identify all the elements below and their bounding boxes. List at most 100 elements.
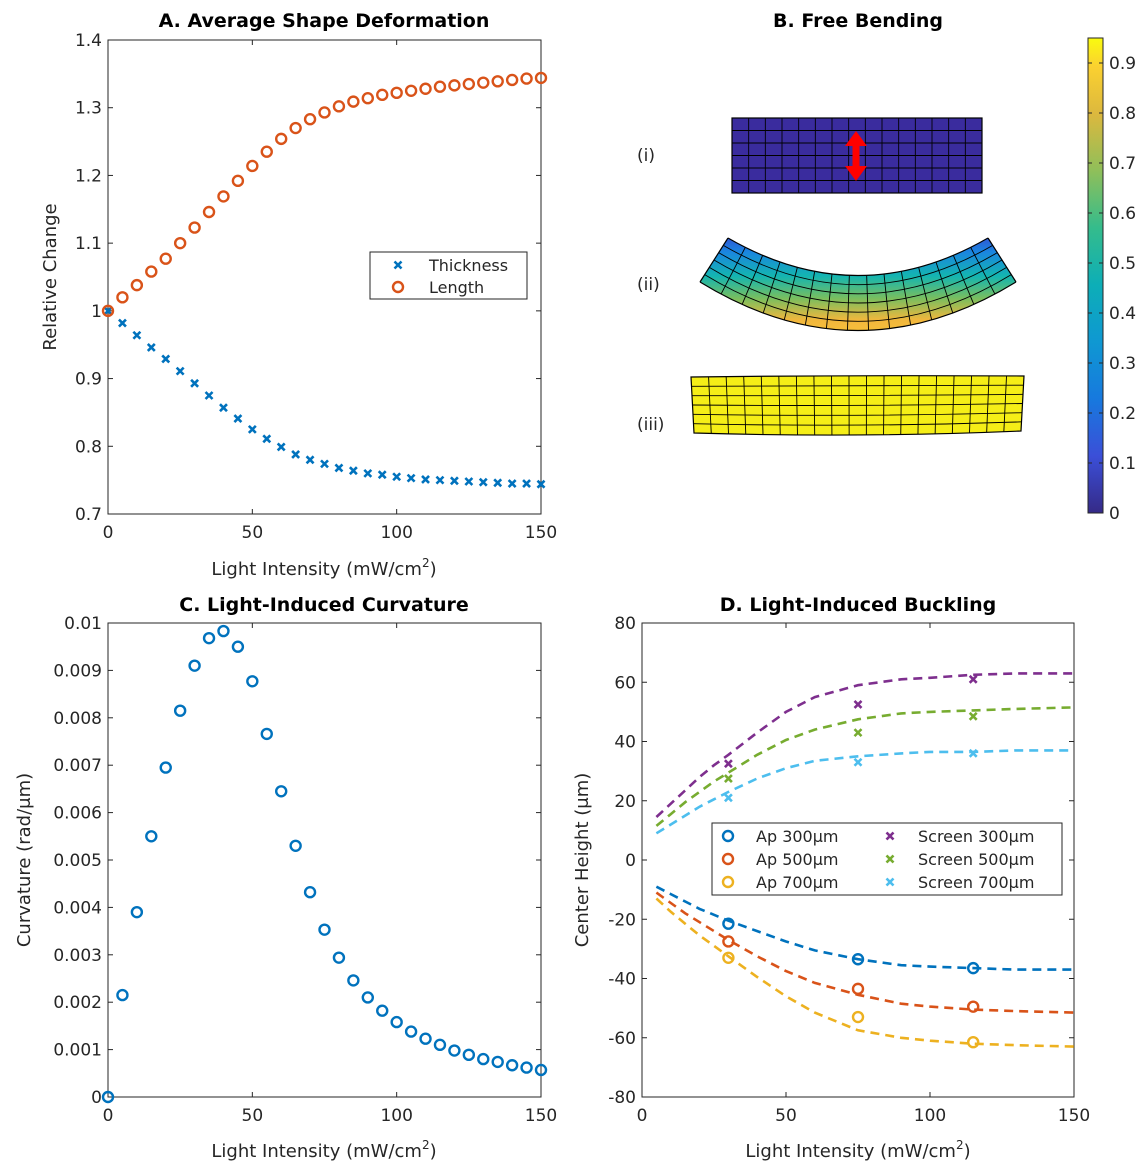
- panel-d-y-tick-label: 20: [614, 792, 636, 812]
- legend-thickness-marker: [393, 260, 403, 270]
- mesh-line: [760, 376, 764, 435]
- panel-c-curvature-point: [318, 923, 331, 936]
- panel-c-curvature-point: [130, 905, 144, 919]
- panel-d-title: D. Light-Induced Buckling: [720, 594, 996, 616]
- panel-a-thickness-point: [132, 330, 142, 340]
- panel-c-curvature-point: [477, 1052, 490, 1066]
- panel-a-thickness-point: [103, 306, 113, 316]
- panel-a-thickness-point: [291, 449, 301, 459]
- panel-c-curvature-point: [303, 886, 317, 899]
- panel-a-length-point: [116, 291, 129, 304]
- panel-d-x-tick-label: 0: [637, 1106, 648, 1126]
- panel-d-point-5: [853, 757, 863, 767]
- panel-d-legend-marker-4: [885, 854, 895, 864]
- panel-c-y-tick-label: 0: [91, 1088, 102, 1108]
- colorbar-tick-label: 0.3: [1109, 354, 1136, 374]
- panel-d-point-3: [723, 759, 733, 769]
- mesh-line: [934, 375, 938, 434]
- panel-a-thickness-point: [247, 424, 257, 434]
- panel-a-thickness-point: [507, 479, 517, 488]
- panel-a-length-point: [376, 88, 389, 102]
- colorbar-tick-label: 0.2: [1109, 404, 1136, 424]
- panel-d-y-axis-label: Center Height (μm): [572, 773, 593, 948]
- panel-c-curvature-point: [188, 659, 201, 672]
- mesh-line: [917, 375, 920, 435]
- panel-a-y-tick-label: 1.1: [75, 234, 102, 254]
- mesh-line: [804, 271, 816, 326]
- mesh-line: [987, 237, 1017, 283]
- panel-d-marks: [722, 674, 980, 1049]
- panel-a-x-tick-label: 100: [380, 523, 412, 543]
- panel-d-point-2: [851, 1010, 865, 1024]
- panel-b-row-label-iii: (iii): [637, 415, 664, 435]
- panel-a-length-point: [404, 84, 418, 97]
- panel-a-y-tick-label: 1.3: [75, 99, 102, 119]
- panel-a-y-tick-label: 0.9: [75, 370, 102, 390]
- panel-a-length-point: [246, 159, 259, 173]
- mesh-line: [952, 255, 975, 305]
- panel-a-x-tick-label: 50: [242, 523, 264, 543]
- panel-a-y-tick-label: 1.2: [75, 166, 102, 186]
- panel-a-length-point: [202, 205, 216, 219]
- panel-a-length-point: [332, 100, 346, 113]
- mesh-line: [986, 375, 990, 433]
- colorbar-tick-label: 0: [1109, 504, 1120, 524]
- panel-a-length-point: [347, 95, 360, 108]
- panel-a-ticks: 0 50 100 150 0.7 0.8 0.9 1 1.1 1.2 1.3 1.4: [75, 31, 557, 543]
- panel-a-length-point: [390, 86, 403, 100]
- panel-c-y-tick-label: 0.002: [53, 993, 102, 1013]
- panel-a-axes-box: [107, 39, 542, 515]
- panel-d-ticks: 0 50 100 150 -80 -60 -40 -20 0 20 40 60 80: [608, 614, 1090, 1126]
- panel-a-marks: [101, 71, 548, 489]
- panel-c-curvature-point: [202, 631, 216, 645]
- panel-a-length-point: [505, 73, 519, 87]
- panel-d-point-1: [851, 982, 865, 996]
- panel-c-x-tick-label: 0: [103, 1106, 114, 1126]
- colorbar-gradient: [1087, 37, 1104, 514]
- panel-b-row-label-i: (i): [637, 146, 655, 166]
- panel-d-point-3: [968, 674, 978, 684]
- mesh-line: [727, 237, 989, 276]
- mesh-line: [825, 273, 833, 329]
- colorbar-ticks: 0 0.1 0.2 0.3 0.4 0.5 0.6 0.7 0.8 0.9: [1088, 54, 1136, 524]
- mesh-line: [900, 271, 912, 326]
- panel-d-legend-marker-3: [885, 831, 895, 841]
- mesh-line: [704, 274, 1012, 322]
- mesh-line: [935, 261, 954, 314]
- panel-c-curvature-point: [246, 675, 259, 688]
- panel-a-thickness-point: [334, 463, 344, 473]
- panel-a-length-point: [260, 145, 273, 158]
- mesh-line: [970, 247, 996, 295]
- panel-c-curvature-point: [462, 1048, 476, 1062]
- panel-b-free-bending: B. Free Bending (i) (ii) (iii) 0 0.1 0.2 0.…: [637, 10, 1136, 524]
- mesh-line: [718, 252, 998, 295]
- panel-d-point-1: [967, 1000, 980, 1013]
- panel-d-point-1: [722, 935, 735, 948]
- panel-d-y-tick-label: -40: [608, 970, 636, 990]
- panel-d-legend-marks: [721, 829, 895, 889]
- panel-d-x-axis-label: Light Intensity (mW/cm2): [745, 1138, 970, 1162]
- panel-c-x-axis-label: Light Intensity (mW/cm2): [211, 1138, 436, 1162]
- panel-c-curvature-point: [159, 761, 172, 774]
- panel-c-x-tick-label: 50: [242, 1106, 264, 1126]
- panel-d-y-tick-label: 80: [614, 614, 636, 634]
- panel-a-thickness-point: [262, 434, 272, 444]
- panel-c-curvature-point: [275, 785, 288, 798]
- panel-a-length-point: [130, 278, 144, 292]
- mesh-line: [951, 375, 955, 434]
- panel-a-length-point: [477, 76, 490, 89]
- panel-d-x-tick-label: 100: [914, 1106, 946, 1126]
- panel-a-length-point: [231, 174, 245, 188]
- panel-a-length-point: [101, 304, 115, 318]
- panel-a-x-axis-label: Light Intensity (mW/cm2): [211, 556, 436, 580]
- panel-a-y-tick-label: 1: [91, 302, 102, 322]
- panel-d-fit-curve-2: [655, 897, 1075, 1048]
- panel-a-length-point: [491, 75, 504, 88]
- panel-c-curvature-point: [520, 1061, 533, 1074]
- panel-a-x-tick-label: 150: [525, 523, 557, 543]
- colorbar-tick-label: 0.9: [1109, 54, 1136, 74]
- panel-d-y-tick-label: -20: [608, 910, 636, 930]
- mesh-line: [813, 375, 816, 436]
- panel-d-y-tick-label: 40: [614, 733, 636, 753]
- panel-c-curvature-point: [433, 1038, 447, 1052]
